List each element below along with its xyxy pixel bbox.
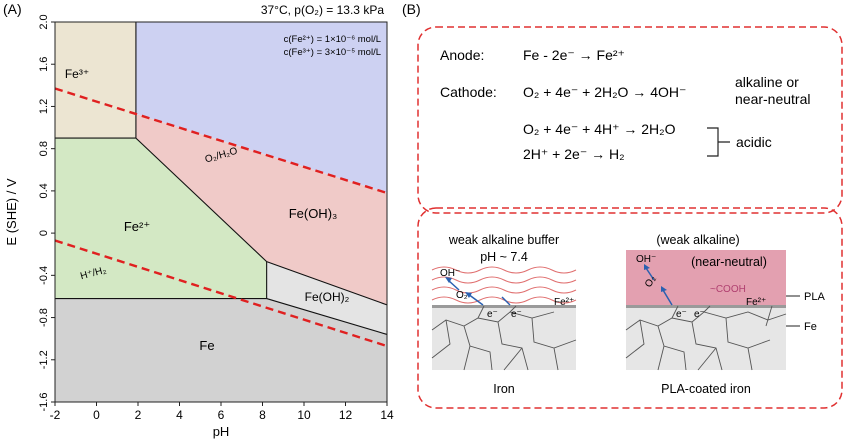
solution-wave-2 (431, 276, 577, 284)
fe2-label-left: Fe²⁺ (554, 297, 574, 308)
phase-boundary-4 (266, 261, 388, 306)
right-subtitle: (near-neutral) (691, 255, 767, 269)
dashed-line-0 (54, 87, 388, 195)
arrow-o2-to-oh-left (447, 279, 460, 291)
panel-b: (B) Anode: Fe - 2e⁻ → Fe²⁺ Cathode: O₂ +… (402, 1, 843, 409)
x-tick-label: -2 (50, 408, 61, 422)
cathode-equation-3: 2H⁺ + 2e⁻ → H₂ (523, 146, 625, 162)
anode-equation: Fe - 2e⁻ → Fe²⁺ (523, 47, 625, 63)
regions-layer (55, 22, 387, 402)
concentration-fe3: c(Fe³⁺) = 3×10⁻⁵ mol/L (284, 47, 381, 58)
illustration-box (417, 207, 843, 409)
dashed-line-1 (54, 239, 388, 348)
cathode-label: Cathode: (440, 84, 497, 100)
electron-label-right-1: e⁻ (676, 309, 687, 320)
left-caption: Iron (493, 382, 515, 396)
pla-label: PLA (804, 291, 825, 303)
solution-wave-3 (431, 286, 577, 294)
o2-label-left: O₂ (456, 290, 468, 301)
region-label-feoh3: Fe(OH)₃ (289, 206, 338, 221)
conditions-text: 37°C, p(O₂) = 13.3 kPa (261, 3, 385, 17)
fe2-label-right: Fe²⁺ (746, 297, 766, 308)
solution-wave-1 (431, 266, 577, 274)
y-tick-label: -1.2 (38, 350, 50, 369)
y-tick-label: 2.0 (38, 14, 50, 29)
y-tick-label: 0 (38, 230, 50, 236)
y-tick-label: -0.8 (38, 308, 50, 327)
arrow-e-to-o2-left (467, 293, 484, 306)
o2-label-right: O₂ (643, 274, 658, 290)
arrow-o2-to-oh-right (645, 267, 655, 281)
region-label-feoh2: Fe(OH)₂ (305, 290, 350, 304)
plot-area: Fe³⁺ Fe²⁺ Fe(OH)₃ Fe(OH)₂ Fe O₂/H₂O H⁺/H… (54, 21, 388, 403)
region-fe3 (55, 22, 136, 139)
grain-boundaries-right (625, 305, 787, 371)
anode-label: Anode: (440, 47, 484, 63)
x-tick-label: 0 (93, 408, 100, 422)
dashed-lines-layer (54, 87, 388, 348)
iron-surface (432, 305, 576, 308)
iron-substrate (432, 306, 576, 370)
iron-illustration: weak alkaline buffer pH ~ 7.4 OH⁻ O₂ e⁻ … (431, 233, 577, 396)
region-feoh2 (266, 261, 387, 335)
right-caption: PLA-coated iron (661, 382, 751, 396)
region-passive_blue (135, 22, 387, 193)
cathode-equation-1: O₂ + 4e⁻ + 2H₂O → 4OH⁻ (523, 84, 686, 100)
panel-b-label: (B) (402, 1, 421, 17)
electron-label-left-2: e⁻ (511, 309, 522, 320)
region-label-fe: Fe (199, 338, 214, 353)
y-axis-label: E (SHE) / V (4, 178, 19, 246)
condition-acidic: acidic (736, 134, 772, 150)
iron-surface-coated (626, 305, 786, 308)
right-title: (weak alkaline) (656, 233, 739, 247)
x-tick-label: 8 (259, 408, 266, 422)
y-tick-label: 1.6 (38, 57, 50, 72)
reactions-box (417, 26, 843, 214)
x-tick-label: 12 (339, 408, 353, 422)
phase-boundary-6 (266, 298, 388, 335)
condition-alkaline-line2: near-neutral (735, 91, 811, 107)
phase-boundary-2 (135, 137, 268, 263)
x-tick-label: 2 (135, 408, 142, 422)
region-label-fe2: Fe²⁺ (124, 219, 150, 234)
arrow-e-to-o2-right (662, 289, 673, 306)
fe-label: Fe (804, 321, 817, 333)
x-tick-label: 6 (218, 408, 225, 422)
electron-label-left-1: e⁻ (487, 309, 498, 320)
cooh-label: ~COOH (710, 284, 746, 295)
boundaries-layer (55, 22, 388, 335)
grain-boundaries-left (431, 305, 577, 371)
region-label-fe3: Fe³⁺ (65, 67, 89, 81)
arrow-e2-left (501, 296, 511, 306)
arrow-head-oh-right (644, 264, 650, 270)
arrow-head-o2-left (465, 292, 472, 298)
panel-a-label: (A) (3, 1, 22, 17)
condition-alkaline-line1: alkaline or (735, 74, 799, 90)
arrow-head-oh-left (445, 277, 452, 283)
oh-label-left: OH⁻ (440, 268, 460, 279)
y-tick-label: 0.4 (38, 183, 50, 198)
x-tick-label: 14 (380, 408, 394, 422)
pla-coated-illustration: (weak alkaline) (near-neutral) OH⁻ O₂ ~C… (625, 233, 825, 396)
acidic-bracket (707, 127, 730, 157)
x-axis-label: pH (213, 424, 230, 439)
region-feoh3 (135, 113, 387, 305)
left-title-line1: weak alkaline buffer (448, 233, 559, 247)
electron-label-right-2: e⁻ (694, 309, 705, 320)
arrow-head-o2-right (661, 286, 667, 292)
ticks-layer: -2 0 2 4 6 8 10 12 14 2.0 1.6 1.2 0.8 0.4 0 -0.4 -0.8 -1.… (38, 14, 394, 422)
cathode-equation-2: O₂ + 4e⁻ + 4H⁺ → 2H₂O (523, 121, 676, 137)
panel-a: (A) 37°C, p(O₂) = 13.3 kPa Fe³⁺ Fe²⁺ Fe(… (3, 1, 394, 439)
x-tick-label: 10 (297, 408, 311, 422)
y-tick-label: -0.4 (38, 266, 50, 285)
concentration-fe2: c(Fe²⁺) = 1×10⁻⁶ mol/L (284, 34, 381, 45)
x-tick-label: 4 (176, 408, 183, 422)
y-tick-label: 0.8 (38, 141, 50, 156)
region-fe (55, 298, 387, 402)
oh-label-right: OH⁻ (636, 254, 656, 265)
y-tick-label: -1.6 (38, 393, 50, 412)
left-title-line2: pH ~ 7.4 (480, 250, 528, 264)
y-tick-label: 1.2 (38, 99, 50, 114)
